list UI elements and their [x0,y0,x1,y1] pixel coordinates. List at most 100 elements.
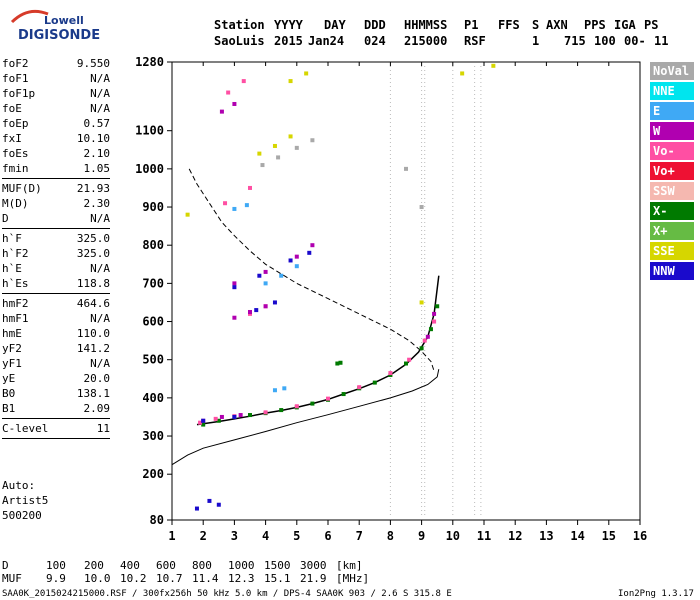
legend-swatch [650,222,694,240]
distance-value: 800 [192,559,212,572]
echo-point [288,258,293,263]
param-value: 325.0 [76,232,110,245]
muf-unit: [MHz] [336,572,370,585]
y-tick-label: 700 [142,276,164,290]
echo-point [244,203,249,208]
echo-point [260,163,265,168]
param-value: N/A [90,357,110,370]
param-name: B0 [2,387,16,400]
echo-point [335,361,340,366]
header-col-5: P1 [464,18,479,32]
x-tick-label: 3 [231,529,238,543]
x-tick-label: 7 [356,529,363,543]
echo-point [263,410,268,415]
param-value: 11 [96,422,110,435]
legend-label: W [653,124,661,138]
x-tick-label: 11 [477,529,491,543]
echo-point [310,243,315,248]
x-tick-label: 9 [418,529,425,543]
param-name: yE [2,372,16,385]
echo-point [216,502,221,507]
param-name: C-level [2,422,49,435]
trace-line [196,275,440,426]
echo-point [341,392,346,397]
param-name: foF1 [2,72,29,85]
echo-point [428,327,433,332]
param-name: foF1p [2,87,36,100]
legend-swatch [650,102,694,120]
legend-swatch [650,62,694,80]
muf-value: 21.9 [300,572,327,585]
file-info: SAA0K_2015024215000.RSF / 300fx256h 50 k… [2,589,452,599]
param-row: h`F 325.0 [2,231,110,246]
auto-label: Auto: [2,479,36,492]
y-tick-label: 900 [142,200,164,214]
chart-marks [171,63,496,518]
param-name: foE [2,102,22,115]
echo-point [338,360,343,365]
param-value: 2.09 [83,402,111,415]
param-value: 138.1 [76,387,110,400]
echo-point [419,205,424,210]
header-val-4: 215000 [404,34,448,48]
param-value: 118.8 [76,277,110,290]
echo-point [422,338,427,343]
echo-point [404,166,408,171]
legend-label: NoVal [653,64,689,78]
legend-label: SSW [653,184,675,198]
echo-point [357,385,362,390]
echo-point [288,79,293,84]
header-col-11: PS [644,18,659,32]
distance-value: 600 [156,559,176,572]
param-value: 2.30 [83,197,111,210]
muf-value: 10.7 [156,572,183,585]
echo-point [248,309,252,314]
param-row: foEs 2.10 [2,146,110,161]
x-tick-label: 1 [168,529,175,543]
header-col-8: AXN [546,18,568,32]
echo-point [232,206,237,211]
echo-point [294,404,299,409]
echo-point [272,300,277,305]
param-value: N/A [90,102,110,115]
y-tick-label: 300 [142,429,164,443]
param-row: h`E N/A [2,261,110,276]
header-col-2: DAY [324,18,346,32]
legend-swatch [650,122,694,140]
param-row: h`Es 118.8 [2,276,110,291]
legend-label: SSE [653,244,675,258]
param-row: h`F2 325.0 [2,246,110,261]
echo-point [372,380,377,385]
param-value: 10.10 [76,132,110,145]
param-row: foE N/A [2,101,110,116]
echo-point [282,386,287,391]
param-row: M(D) 2.30 [2,196,110,211]
plot-frame [171,61,641,521]
echo-point [435,304,440,309]
param-row: D N/A [2,211,110,226]
param-value: N/A [90,87,110,100]
header-val-10: 11 [654,34,669,48]
muf-label: MUF [2,572,22,585]
x-tick-label: 5 [293,529,300,543]
legend-label: NNE [653,84,675,98]
echo-point [307,250,312,255]
echo-point [279,273,284,278]
param-value: 325.0 [76,247,110,260]
echo-point [232,101,237,106]
param-name: h`Es [2,277,29,290]
header-val-3: 024 [364,34,386,48]
x-tick-label: 15 [602,529,616,543]
echo-point [276,155,281,160]
echo-point [241,79,246,84]
param-name: hmF1 [2,312,29,325]
param-name: fmin [2,162,29,175]
header-col-10: IGA [614,18,636,32]
echo-point [219,414,224,419]
echo-point [263,304,268,309]
param-divider [2,178,110,179]
echo-point [272,388,277,393]
param-name: hmF2 [2,297,29,310]
param-value: 141.2 [76,342,110,355]
echo-point [272,143,277,148]
